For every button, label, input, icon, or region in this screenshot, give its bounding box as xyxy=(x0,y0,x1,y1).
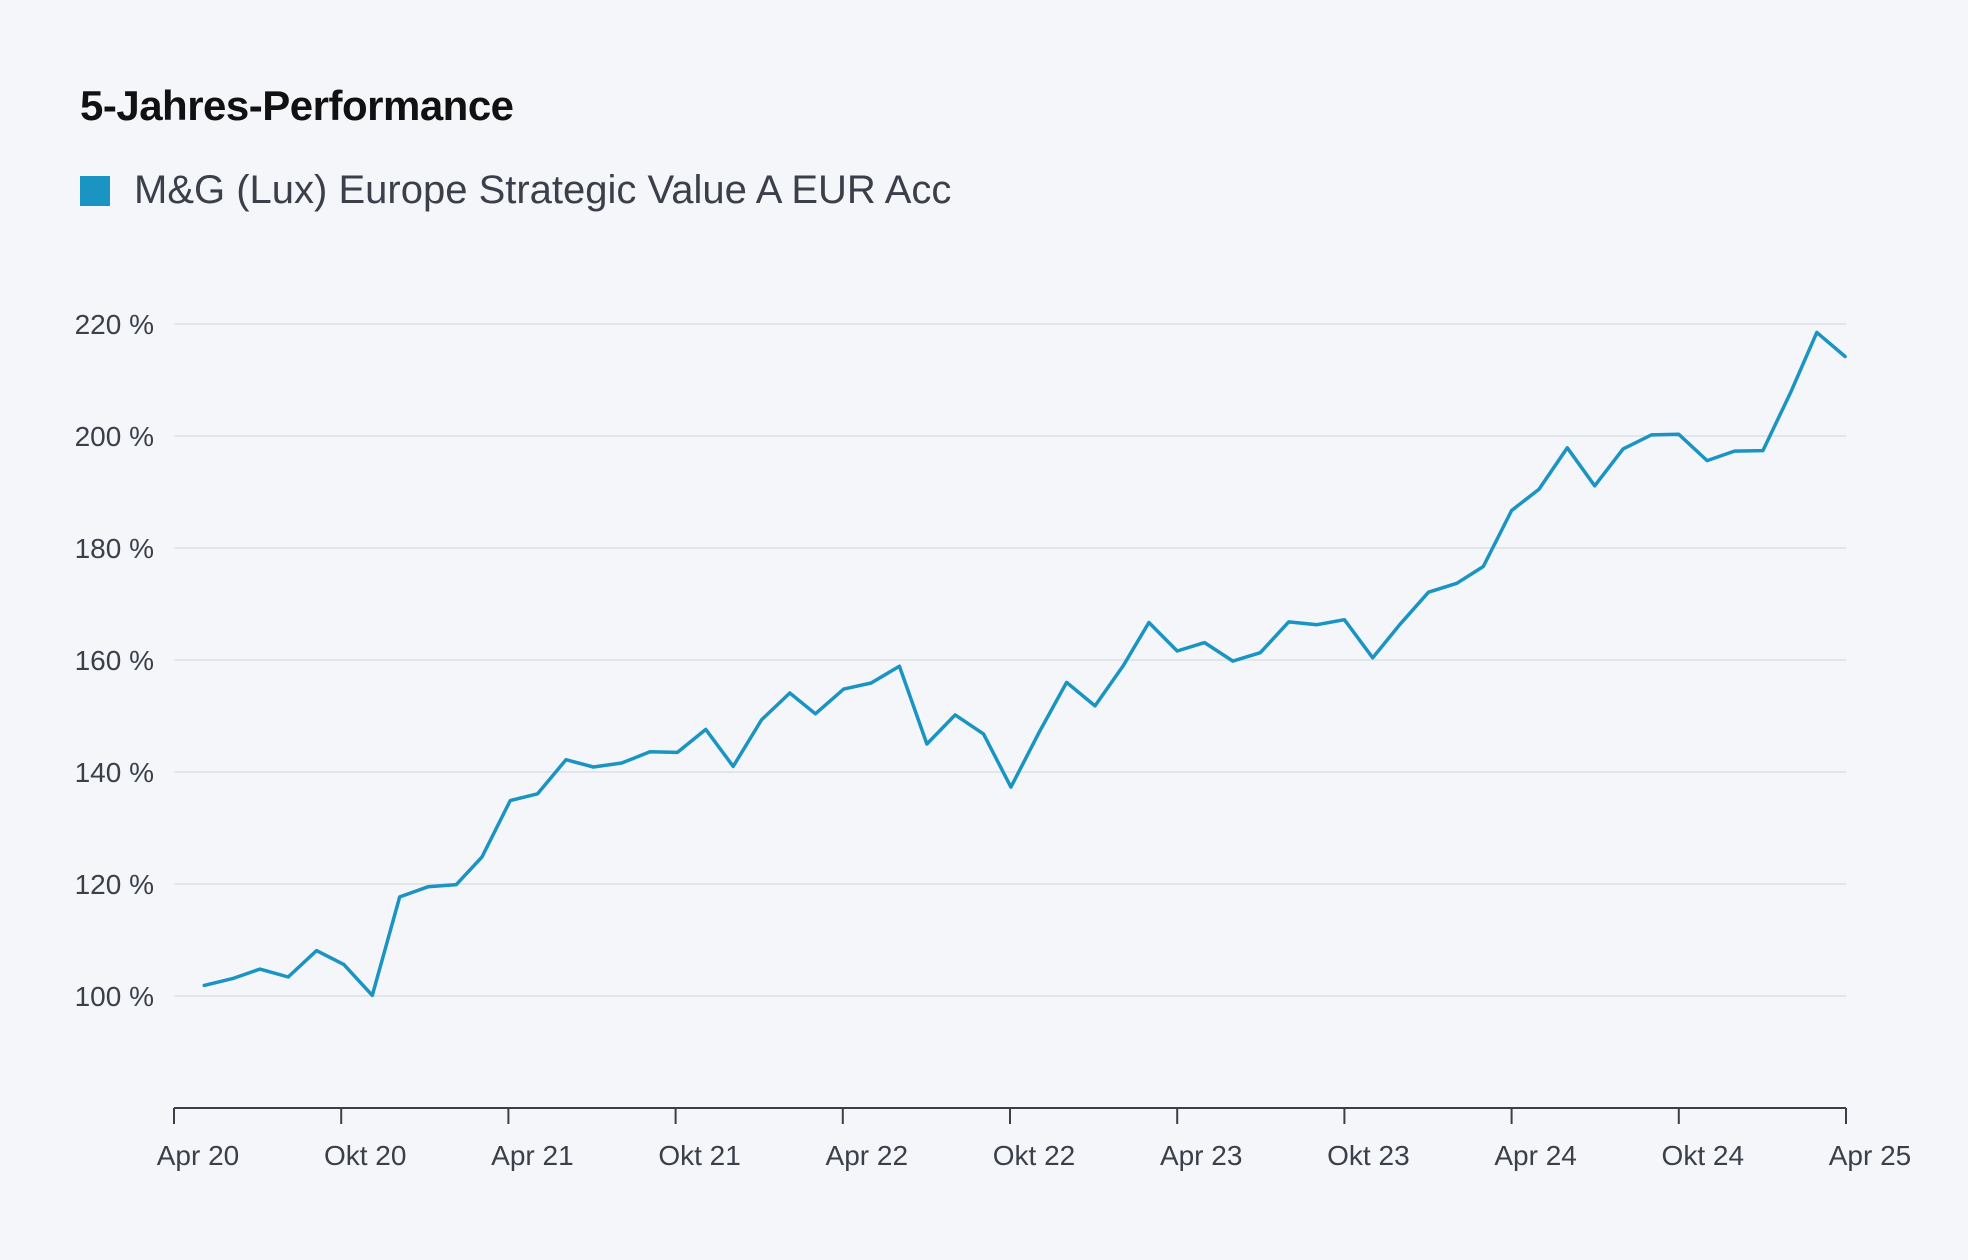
series-layer xyxy=(202,330,1847,998)
x-tick-label: Apr 20 xyxy=(157,1140,240,1171)
x-tick-label: Okt 21 xyxy=(658,1140,740,1171)
x-tick-label: Okt 23 xyxy=(1327,1140,1409,1171)
y-tick-label: 120 % xyxy=(75,869,154,900)
grid-lines xyxy=(174,323,1846,997)
x-axis-labels: Apr 20 Okt 20 Apr 21 Okt 21 Apr 22 Okt 22 Apr … xyxy=(157,1140,1912,1171)
legend-swatch xyxy=(80,175,110,206)
x-tick-label: Apr 23 xyxy=(1160,1140,1243,1171)
x-tick-label: Okt 20 xyxy=(324,1140,406,1171)
y-tick-label: 160 % xyxy=(75,645,154,676)
y-tick-label: 100 % xyxy=(75,981,154,1012)
x-tick-label: Okt 22 xyxy=(993,1140,1075,1171)
chart-title: 5-Jahres-Performance xyxy=(80,82,514,129)
y-axis-labels: 100 % 120 % 140 % 160 % 180 % 200 % 220 % xyxy=(75,309,154,1012)
x-tick-label: Okt 24 xyxy=(1662,1140,1744,1171)
x-tick-label: Apr 21 xyxy=(491,1140,574,1171)
y-tick-label: 180 % xyxy=(75,533,154,564)
y-tick-label: 220 % xyxy=(75,309,154,340)
y-tick-label: 140 % xyxy=(75,757,154,788)
x-tick-label: Apr 24 xyxy=(1494,1140,1577,1171)
x-tick-label: Apr 25 xyxy=(1829,1140,1912,1171)
y-tick-label: 200 % xyxy=(75,421,154,452)
series-line xyxy=(202,330,1847,998)
legend: M&G (Lux) Europe Strategic Value A EUR A… xyxy=(80,168,951,213)
legend-label: M&G (Lux) Europe Strategic Value A EUR A… xyxy=(134,168,952,212)
x-tick-label: Apr 22 xyxy=(826,1140,909,1171)
x-axis xyxy=(173,1107,1847,1124)
